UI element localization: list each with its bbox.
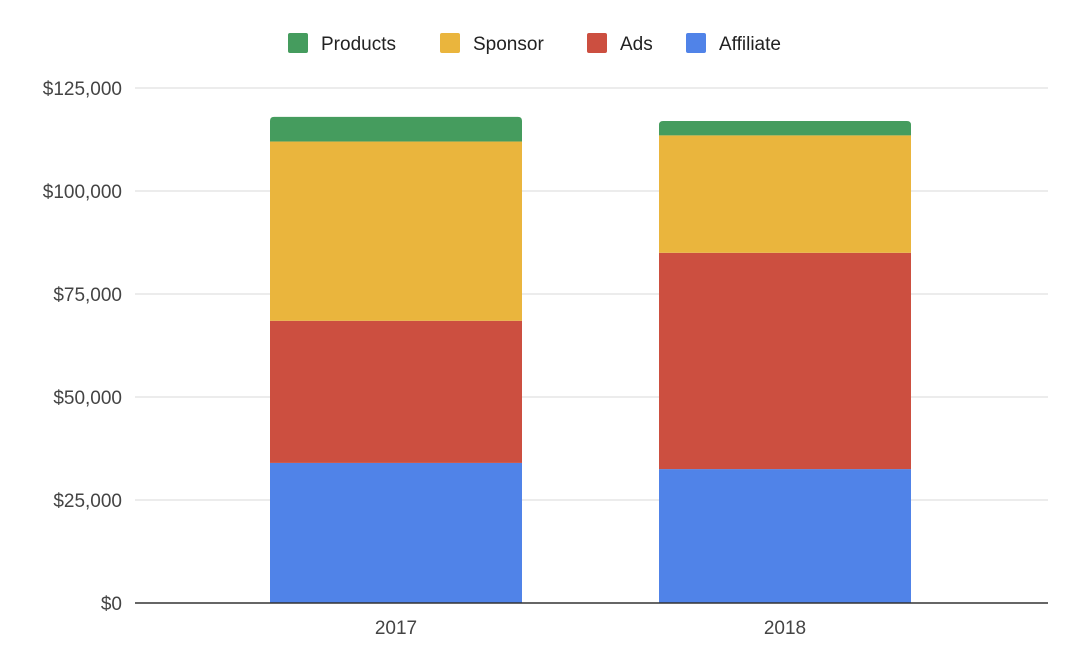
bar-affiliate-2018 (659, 469, 911, 603)
y-tick-label: $100,000 (43, 182, 122, 203)
legend-swatch-products (288, 33, 308, 53)
x-tick-label: 2018 (764, 618, 806, 639)
legend-swatch-sponsor (440, 33, 460, 53)
legend-label-products: Products (321, 34, 396, 55)
y-tick-label: $125,000 (43, 79, 122, 100)
bar-sponsor-2017 (270, 141, 522, 321)
legend-swatch-ads (587, 33, 607, 53)
bar-products-2018 (659, 120, 911, 136)
legend-label-sponsor: Sponsor (473, 34, 544, 55)
y-tick-label: $50,000 (53, 388, 122, 409)
y-tick-label: $25,000 (53, 491, 122, 512)
legend-swatch-affiliate (686, 33, 706, 53)
legend: Products Sponsor Ads Affiliate (288, 33, 781, 55)
y-tick-label: $75,000 (53, 285, 122, 306)
legend-label-ads: Ads (620, 34, 653, 55)
bar-products-2017 (270, 116, 522, 142)
bar-sponsor-2018 (659, 135, 911, 253)
bar-affiliate-2017 (270, 462, 522, 603)
legend-label-affiliate: Affiliate (719, 34, 781, 55)
y-tick-label: $0 (101, 594, 122, 615)
bar-ads-2018 (659, 252, 911, 470)
x-tick-label: 2017 (375, 618, 417, 639)
axes: $0 $25,000 $50,000 $75,000 $100,000 $125,000 2… (43, 79, 1048, 639)
bars (270, 116, 911, 603)
bar-ads-2017 (270, 320, 522, 463)
